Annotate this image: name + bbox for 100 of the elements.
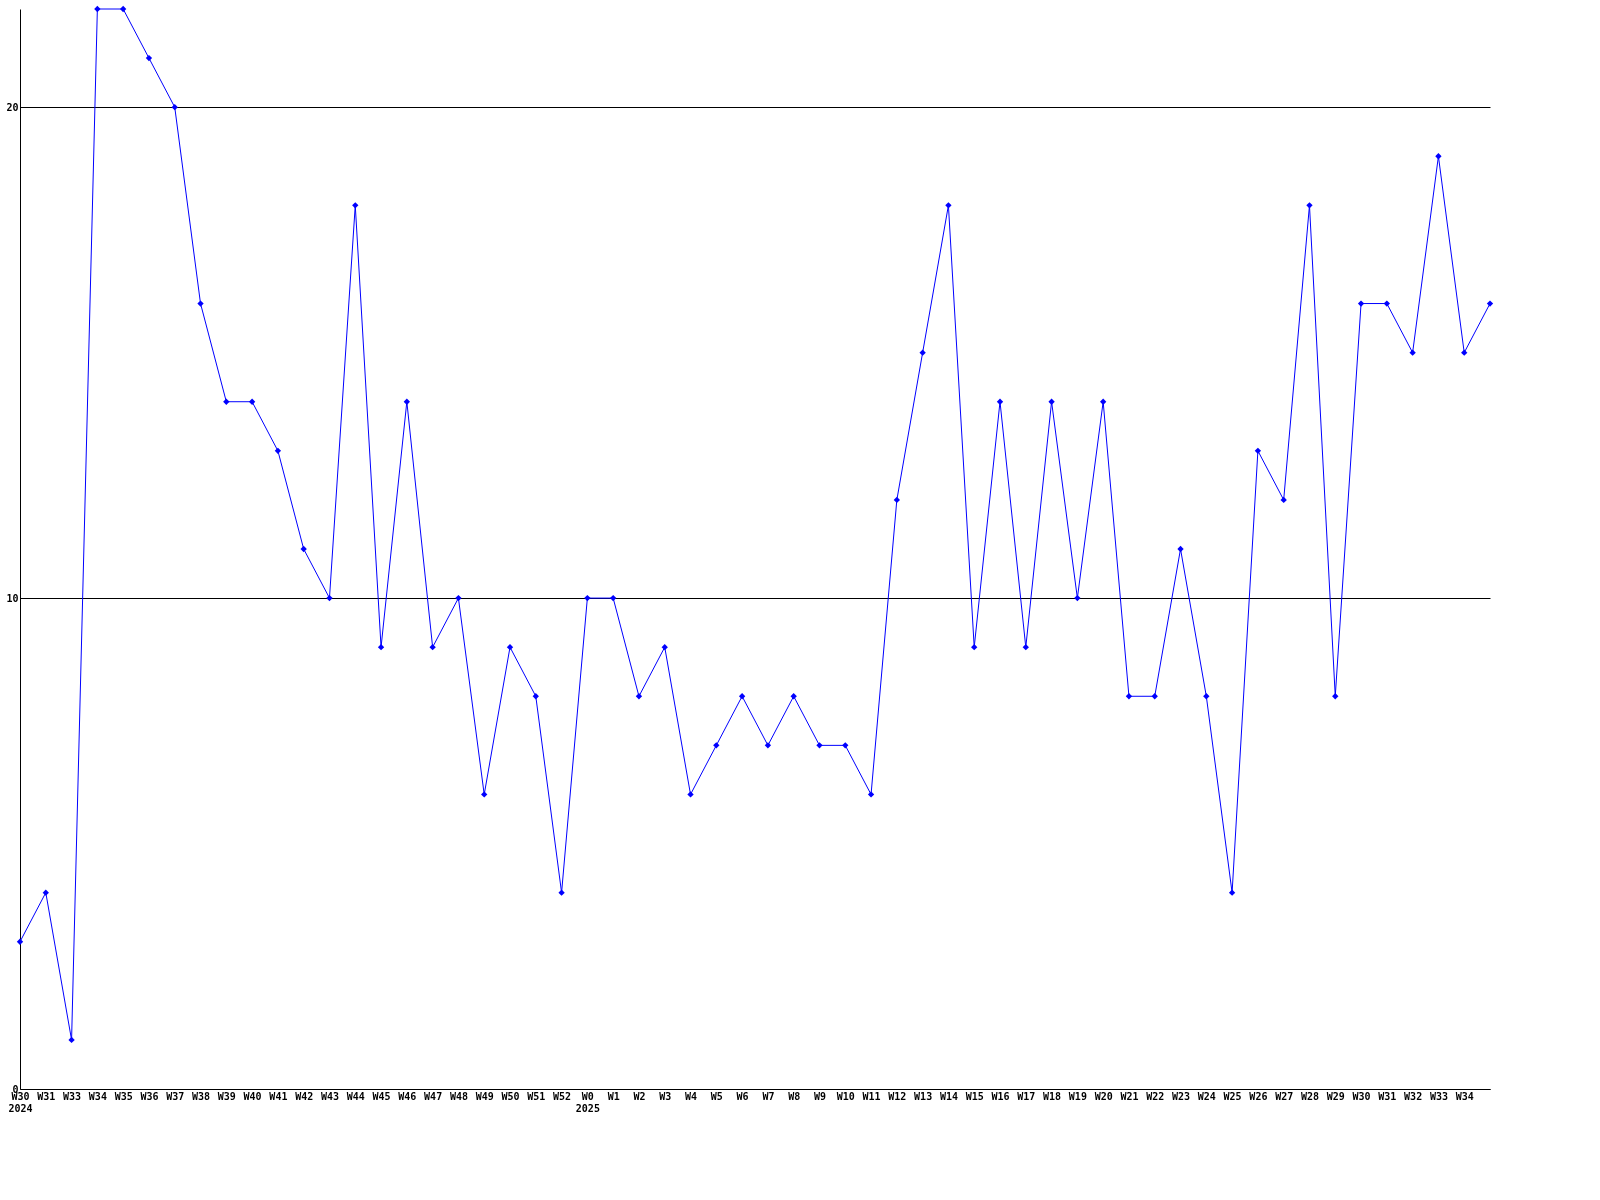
point [326, 594, 333, 602]
x-tick-label: W41 [269, 1090, 288, 1102]
x-tick-label: W6 [736, 1090, 749, 1102]
x-tick-label: W38 [192, 1090, 211, 1102]
x-tick-label: W36 [140, 1090, 159, 1102]
point [1357, 300, 1365, 307]
x-tick-label: W2 [633, 1090, 646, 1102]
point [1022, 644, 1029, 651]
point [1409, 349, 1416, 356]
x-tick-label: W18 [1043, 1090, 1062, 1102]
point [919, 349, 926, 356]
point [197, 300, 204, 307]
x-tick-label: W49 [475, 1090, 494, 1102]
x-tick-label: W5 [710, 1090, 723, 1102]
point [1254, 447, 1262, 454]
x-tick-label: W3 [659, 1090, 672, 1102]
point [558, 889, 565, 896]
x-tick-label: W22 [1146, 1090, 1165, 1102]
point [610, 594, 617, 602]
point [403, 398, 410, 405]
point [455, 594, 462, 602]
x-tick-label: W14 [939, 1090, 958, 1102]
x-tick-label: W51 [527, 1090, 546, 1102]
x-tick-label: W30 [1352, 1090, 1371, 1102]
x-tick-label: W16 [991, 1090, 1010, 1102]
point [842, 742, 849, 749]
point [1177, 545, 1184, 553]
point [94, 5, 101, 13]
point [16, 938, 24, 945]
point [867, 791, 875, 798]
x-tick-label: W10 [836, 1090, 855, 1102]
point [738, 693, 746, 700]
x-tick-label: W27 [1275, 1090, 1294, 1102]
x-tick-label: W46 [398, 1090, 417, 1102]
point [1228, 889, 1236, 896]
x-tick-label: W34 [1455, 1090, 1474, 1102]
point [1203, 693, 1210, 700]
point [171, 104, 178, 111]
x-tick-label: W50 [501, 1090, 520, 1102]
point [816, 742, 823, 749]
point [996, 398, 1004, 405]
point [687, 791, 694, 798]
point [790, 693, 797, 700]
point [42, 889, 49, 896]
x-tick-label: W29 [1326, 1090, 1345, 1102]
x-tick-label: W25 [1223, 1090, 1242, 1102]
x-tick-label: W33 [63, 1090, 82, 1102]
point [248, 398, 256, 405]
point [120, 5, 127, 13]
x-tick-label: W32 [1404, 1090, 1423, 1102]
point [1435, 153, 1442, 160]
x-tick-label: W1 [607, 1090, 620, 1102]
x-tick-label: W40 [243, 1090, 262, 1102]
x-tick-label: W4 [685, 1090, 698, 1102]
point [635, 693, 643, 700]
x-tick-label: W7 [762, 1090, 775, 1102]
point [1306, 202, 1313, 209]
x-tick-label: W19 [1068, 1090, 1087, 1102]
x-tick-label: W17 [1017, 1090, 1036, 1102]
point [971, 644, 978, 651]
x-tick-label: W0 2025 [575, 1090, 600, 1114]
point [764, 742, 772, 749]
point [481, 791, 488, 798]
point [429, 644, 436, 651]
point [1074, 594, 1081, 602]
y-tick-label: 10 [6, 592, 19, 604]
point [584, 594, 591, 602]
x-tick-label: W11 [862, 1090, 881, 1102]
x-tick-label: W43 [320, 1090, 339, 1102]
x-tick-label: W39 [217, 1090, 236, 1102]
x-tick-label: W34 [88, 1090, 107, 1102]
point [1100, 398, 1107, 405]
x-tick-label: W23 [1172, 1090, 1191, 1102]
x-tick-label: W47 [424, 1090, 443, 1102]
x-tick-label: W8 [788, 1090, 801, 1102]
x-tick-label: W28 [1300, 1090, 1319, 1102]
point [1383, 300, 1390, 307]
point [661, 644, 668, 651]
point [1332, 693, 1339, 700]
point [68, 1036, 75, 1044]
x-tick-label: W9 [813, 1090, 826, 1102]
point [223, 398, 230, 405]
point [532, 693, 539, 700]
point [300, 545, 307, 553]
x-tick-label: W15 [965, 1090, 984, 1102]
x-tick-label: W45 [372, 1090, 391, 1102]
point [1125, 693, 1133, 700]
point [145, 54, 153, 62]
point [1151, 693, 1158, 700]
point [352, 202, 359, 209]
x-tick-label: W35 [114, 1090, 133, 1102]
x-tick-label: W13 [914, 1090, 933, 1102]
point [1461, 349, 1468, 356]
point [945, 202, 952, 209]
x-tick-label: W44 [346, 1090, 365, 1102]
x-tick-label: W26 [1249, 1090, 1268, 1102]
x-tick-label: W20 [1094, 1090, 1113, 1102]
x-tick-label: W21 [1120, 1090, 1139, 1102]
x-tick-label: W24 [1197, 1090, 1216, 1102]
x-tick-label: W12 [888, 1090, 907, 1102]
